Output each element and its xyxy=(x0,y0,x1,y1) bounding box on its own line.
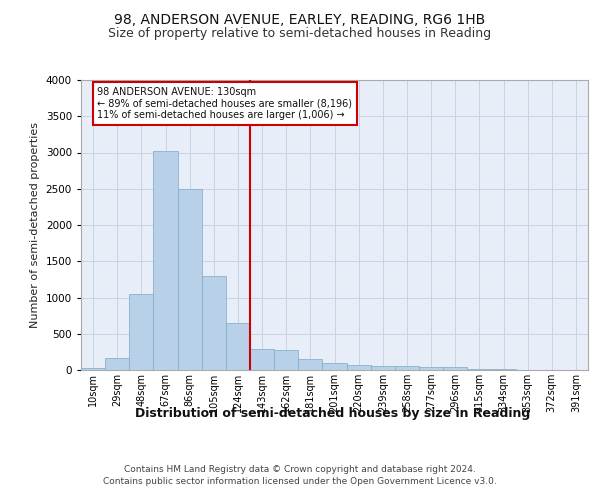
Bar xyxy=(202,276,226,370)
Bar xyxy=(347,364,371,370)
Text: Contains HM Land Registry data © Crown copyright and database right 2024.: Contains HM Land Registry data © Crown c… xyxy=(124,465,476,474)
Text: 98, ANDERSON AVENUE, EARLEY, READING, RG6 1HB: 98, ANDERSON AVENUE, EARLEY, READING, RG… xyxy=(115,12,485,26)
Bar xyxy=(178,188,202,370)
Text: Distribution of semi-detached houses by size in Reading: Distribution of semi-detached houses by … xyxy=(136,408,530,420)
Y-axis label: Number of semi-detached properties: Number of semi-detached properties xyxy=(30,122,40,328)
Bar xyxy=(226,323,250,370)
Bar xyxy=(105,358,129,370)
Bar xyxy=(371,366,395,370)
Bar xyxy=(419,366,443,370)
Bar xyxy=(322,364,347,370)
Bar xyxy=(81,368,105,370)
Text: Contains public sector information licensed under the Open Government Licence v3: Contains public sector information licen… xyxy=(103,478,497,486)
Bar xyxy=(250,349,274,370)
Bar xyxy=(395,366,419,370)
Bar xyxy=(154,151,178,370)
Bar xyxy=(129,294,154,370)
Text: Size of property relative to semi-detached houses in Reading: Size of property relative to semi-detach… xyxy=(109,28,491,40)
Text: 98 ANDERSON AVENUE: 130sqm
← 89% of semi-detached houses are smaller (8,196)
11%: 98 ANDERSON AVENUE: 130sqm ← 89% of semi… xyxy=(97,87,352,120)
Bar xyxy=(443,367,467,370)
Bar xyxy=(274,350,298,370)
Bar xyxy=(298,359,322,370)
